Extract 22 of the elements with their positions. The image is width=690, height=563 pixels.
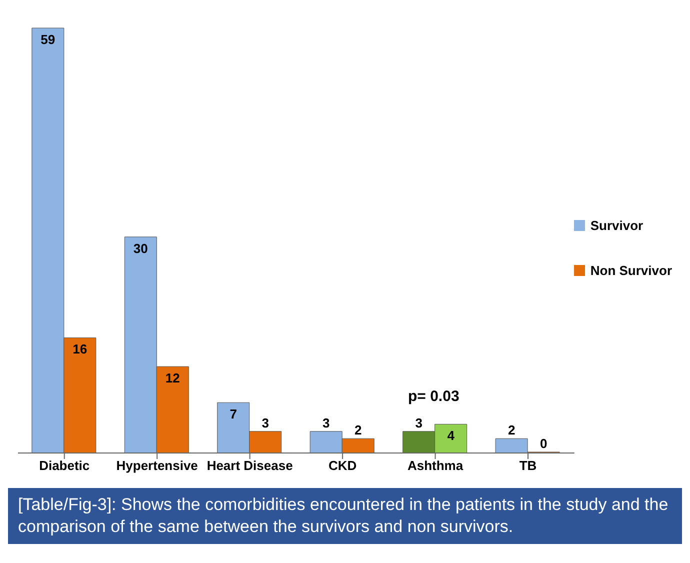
x-tick-label: Hypertensive [116, 458, 198, 474]
data-label: 16 [72, 342, 88, 357]
x-tick-label: TB [519, 458, 537, 474]
x-tick-label: CKD [328, 458, 357, 474]
data-label: 2 [354, 422, 362, 438]
annotation: p= 0.03 [408, 388, 460, 405]
data-label: 2 [508, 422, 516, 438]
x-tick-label: Diabetic [39, 458, 90, 474]
legend-label: Non Survivor [589, 263, 672, 278]
data-label: 0 [540, 436, 548, 451]
data-label: 7 [230, 406, 237, 422]
data-label: 3 [415, 415, 422, 430]
data-label: 3 [262, 415, 269, 430]
data-label: 59 [40, 32, 56, 47]
x-tick-label: Ashthma [407, 458, 464, 474]
data-label: 30 [133, 240, 148, 256]
x-tick-label: Heart Disease [206, 458, 293, 474]
data-label: 4 [447, 428, 456, 444]
legend-label: Survivor [589, 218, 644, 233]
data-label: 12 [165, 370, 180, 386]
text: [Table/Fig-3]: Shows the comorbidities encountered in the patients in the study and the comparison of the same between the survivors and non survivors. [8, 488, 682, 544]
data-label: 3 [322, 415, 330, 430]
